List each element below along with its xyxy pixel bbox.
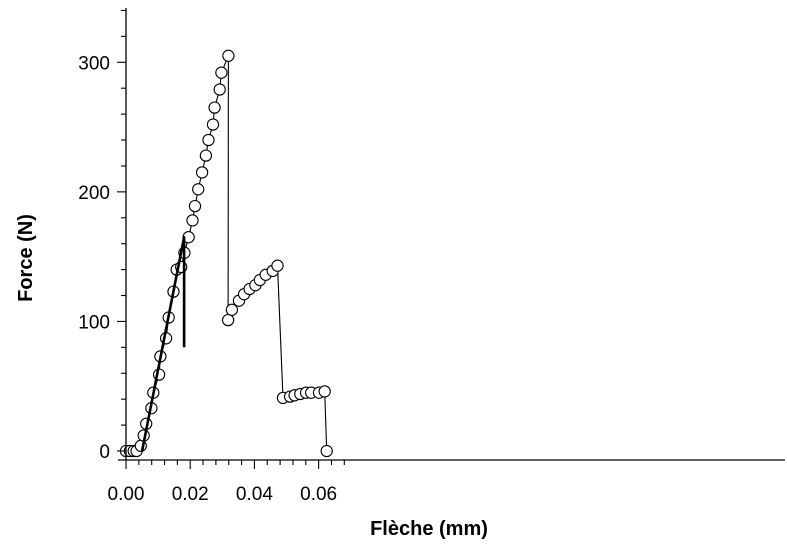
x-tick-label: 0.04	[236, 484, 273, 505]
data-point	[221, 313, 235, 327]
x-axis-title: Flèche (mm)	[370, 518, 488, 540]
x-tick-label: 0.00	[108, 484, 145, 505]
data-point	[199, 149, 213, 162]
x-tick-label: 0.06	[300, 484, 337, 505]
data-point	[222, 49, 235, 62]
data-point	[213, 83, 226, 96]
y-tick-label: 200	[78, 183, 110, 204]
plot-area	[119, 49, 333, 458]
data-point	[318, 385, 331, 398]
data-point	[271, 259, 284, 272]
y-tick-label: 300	[78, 53, 110, 74]
data-point	[206, 118, 220, 131]
data-point	[225, 303, 239, 316]
data-point	[186, 214, 199, 227]
data-point	[208, 101, 221, 114]
y-tick-label: 100	[78, 312, 110, 333]
data-point	[192, 183, 205, 196]
fit-line	[140, 235, 186, 452]
x-tick-label: 0.02	[172, 484, 209, 505]
data-point	[320, 444, 333, 458]
y-axis-title: Force (N)	[15, 214, 37, 302]
ticks: 0.00 0.02 0.04 0.06 0 100 200 300	[78, 9, 345, 505]
data-point	[195, 166, 209, 179]
y-tick-label: 0	[99, 442, 110, 463]
data-point	[202, 133, 215, 147]
data-point	[215, 66, 228, 79]
data-point	[188, 199, 202, 213]
